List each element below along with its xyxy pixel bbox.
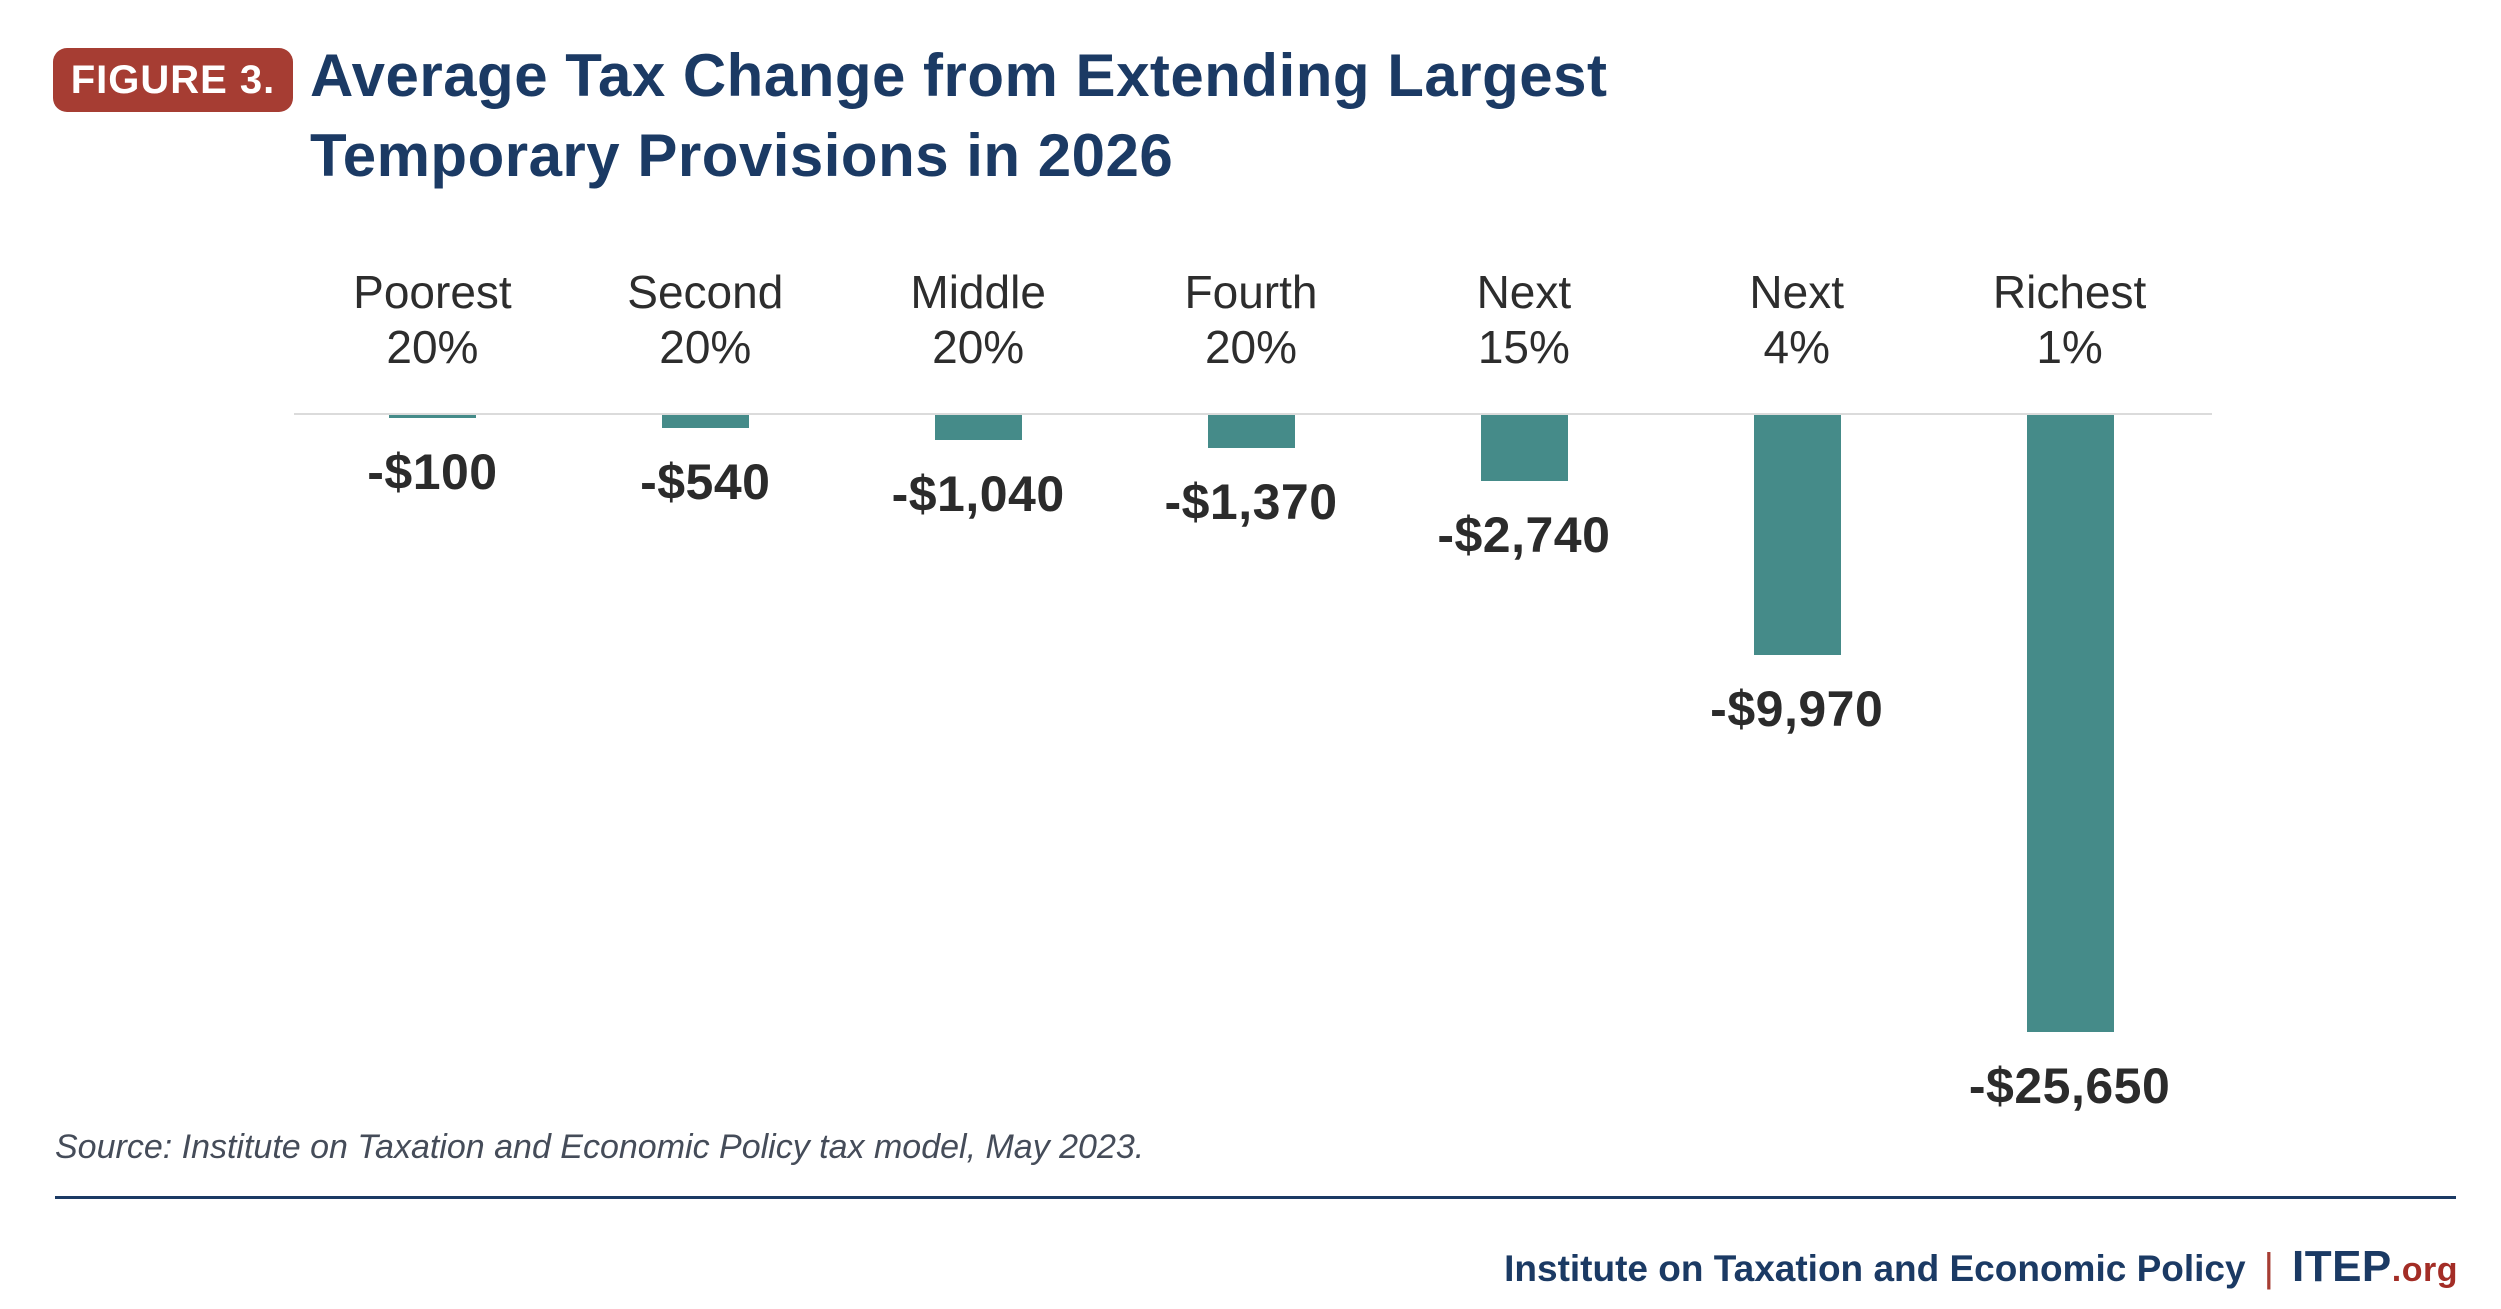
category-label: Middle 20% — [812, 265, 1145, 375]
figure-title-line2: Temporary Provisions in 2026 — [310, 122, 1174, 189]
value-label: -$2,740 — [1437, 507, 1611, 563]
category-label-line1: Next — [1476, 266, 1572, 318]
category-label-line2: 20% — [1204, 321, 1298, 373]
bar — [935, 415, 1023, 440]
category-label-line2: 20% — [386, 321, 479, 373]
value-label: -$540 — [640, 454, 771, 510]
category-label-line1: Middle — [910, 266, 1046, 318]
value-label: -$25,650 — [1968, 1058, 2171, 1114]
footer-org-name: Institute on Taxation and Economic Polic… — [1504, 1248, 2246, 1289]
value-label: -$1,040 — [891, 466, 1065, 522]
category-label-line2: 20% — [932, 321, 1025, 373]
category-label-line2: 15% — [1477, 321, 1570, 373]
figure-badge: FIGURE 3. — [53, 48, 293, 112]
category-label-line1: Fourth — [1184, 266, 1318, 318]
footer-separator: | — [2263, 1246, 2274, 1290]
category-label: Second 20% — [539, 265, 872, 375]
figure-title: Average Tax Change from Extending Larges… — [310, 36, 1607, 196]
itep-logo-text: ITEP — [2291, 1242, 2392, 1291]
category-label-line2: 4% — [1763, 321, 1830, 373]
figure-title-line1: Average Tax Change from Extending Larges… — [310, 42, 1608, 109]
value-label: -$100 — [367, 444, 498, 500]
footer: Institute on Taxation and Economic Polic… — [1504, 1242, 2458, 1292]
value-label: -$1,370 — [1164, 474, 1338, 530]
category-label-line2: 20% — [659, 321, 752, 373]
category-label: Fourth 20% — [1085, 265, 1418, 375]
category-label: Next 15% — [1357, 265, 1690, 375]
footer-divider — [55, 1196, 2456, 1199]
bar — [389, 415, 477, 418]
category-label: Richest 1% — [1903, 265, 2236, 375]
value-label: -$9,970 — [1710, 681, 1884, 737]
source-note: Source: Institute on Taxation and Econom… — [55, 1128, 1145, 1166]
baseline-gridline — [294, 413, 2212, 415]
category-label-line1: Next — [1749, 266, 1845, 318]
bar — [662, 415, 750, 428]
itep-logo-suffix: .org — [2391, 1251, 2458, 1289]
bar — [1208, 415, 1295, 448]
bar — [1480, 415, 1568, 481]
category-label-line1: Second — [627, 266, 784, 318]
category-label-line1: Poorest — [353, 266, 512, 318]
bar — [2026, 415, 2114, 1032]
category-label-line2: 1% — [2036, 321, 2103, 373]
category-label: Poorest 20% — [266, 265, 599, 375]
category-label: Next 4% — [1630, 265, 1963, 375]
bar — [1753, 415, 1841, 655]
itep-logo: ITEP.org — [2292, 1242, 2458, 1292]
category-label-line1: Richest — [1992, 266, 2147, 318]
